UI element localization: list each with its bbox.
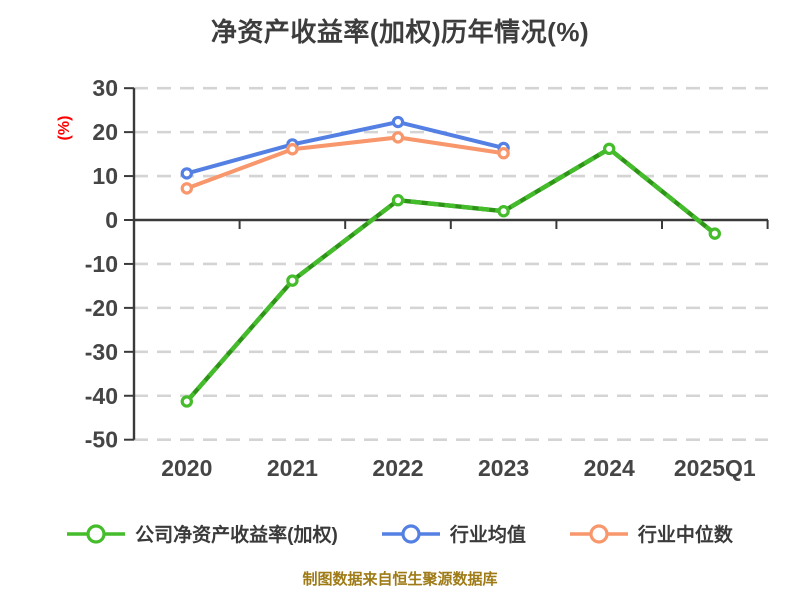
industry-average-line — [184, 120, 506, 176]
y-axis-tick-label: -40 — [85, 383, 118, 409]
industry-average-point-2020[interactable] — [180, 167, 193, 180]
company-roe-weighted-line — [185, 146, 717, 403]
x-axis-tick-label: 2024 — [584, 455, 635, 481]
y-axis-tick-label: 10 — [92, 163, 118, 189]
industry-median-point-2022[interactable] — [391, 131, 405, 144]
legend-label-company-roe-weighted: 公司净资产收益率(加权) — [135, 525, 338, 546]
company-roe-weighted-point-2022[interactable] — [391, 194, 405, 207]
legend-item-company-roe-weighted[interactable]: 公司净资产收益率(加权) — [67, 520, 338, 547]
legend-label-industry-median: 行业中位数 — [637, 525, 733, 546]
company-roe-weighted-point-2025Q1[interactable] — [708, 227, 722, 240]
line-chart-plot-area: 30 20 10 0 -10 -20 -30 -40 -50 2020 2021 2022 2023 20… — [85, 75, 769, 481]
x-axis-tick-label: 2021 — [267, 455, 318, 481]
legend-label-industry-average: 行业均值 — [449, 525, 526, 546]
company-roe-weighted-point-2021[interactable] — [286, 274, 299, 287]
industry-average-legend-marker-icon — [381, 523, 440, 544]
industry-average-point-2022[interactable] — [391, 115, 405, 129]
industry-median-point-2020[interactable] — [180, 182, 193, 195]
x-axis-tick-label: 2020 — [161, 455, 212, 481]
industry-median-line — [184, 135, 506, 191]
company-roe-weighted-line-base — [185, 146, 717, 403]
y-axis-tick-label: -10 — [85, 251, 118, 277]
y-axis-tick-label: 30 — [92, 75, 118, 101]
y-axis-tick-label: 20 — [92, 119, 118, 145]
industry-median-point-2021[interactable] — [286, 143, 299, 156]
industry-median-legend-marker-icon — [569, 523, 628, 544]
company-roe-weighted-point-2023[interactable] — [497, 205, 510, 218]
x-axis-tick-label: 2025Q1 — [674, 455, 756, 481]
x-axis-tick-label: 2022 — [372, 455, 423, 481]
company-series-legend-marker-icon — [67, 523, 126, 544]
legend-item-industry-average[interactable]: 行业均值 — [381, 520, 526, 547]
legend-item-industry-median[interactable]: 行业中位数 — [569, 520, 733, 547]
chart-legend: 公司净资产收益率(加权) 行业均值 行业中位数 — [0, 520, 800, 547]
industry-median-point-2023[interactable] — [497, 147, 510, 160]
x-axis-tick-label: 2023 — [478, 455, 529, 481]
y-axis-tick-label: 0 — [105, 207, 118, 233]
chart-title: 净资产收益率(加权)历年情况(%) — [210, 17, 590, 47]
company-roe-weighted-point-2024[interactable] — [603, 142, 616, 156]
y-axis-tick-label: -30 — [85, 339, 118, 365]
company-roe-weighted-point-2020[interactable] — [180, 395, 193, 408]
y-axis-tick-label: -50 — [85, 427, 118, 453]
y-axis-tick-label: -20 — [85, 295, 118, 321]
data-source-note: 制图数据来自恒生聚源数据库 — [302, 571, 498, 588]
